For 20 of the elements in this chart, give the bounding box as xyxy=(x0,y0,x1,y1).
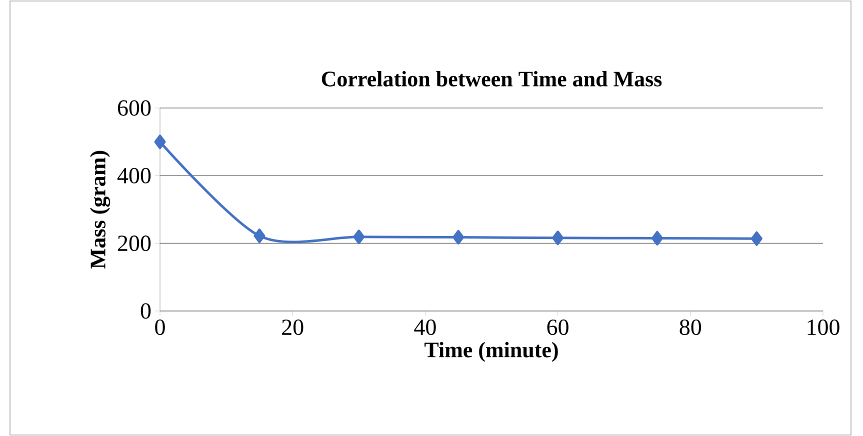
y-tick-label: 400 xyxy=(117,168,151,184)
x-tick-label: 20 xyxy=(282,320,304,336)
x-tick-label: 0 xyxy=(155,320,165,336)
x-tick-label: 40 xyxy=(414,320,436,336)
y-tick-label: 0 xyxy=(140,303,151,319)
x-tick-label: 80 xyxy=(680,320,702,336)
point xyxy=(452,230,464,244)
x-axis-title: Time (minute) xyxy=(424,342,558,362)
y-tick-label: 200 xyxy=(118,236,151,252)
y-tick-label: 600 xyxy=(118,100,151,116)
point xyxy=(750,231,762,246)
chart-title: Correlation between Time and Mass xyxy=(322,70,662,86)
point xyxy=(254,228,266,244)
x-tick-label: 60 xyxy=(547,320,568,336)
point xyxy=(651,230,663,246)
point xyxy=(154,134,166,150)
point xyxy=(552,230,564,246)
y-axis-title: Mass (gram) xyxy=(90,150,110,269)
point xyxy=(353,230,365,244)
x-tick-label: 100 xyxy=(808,320,840,336)
